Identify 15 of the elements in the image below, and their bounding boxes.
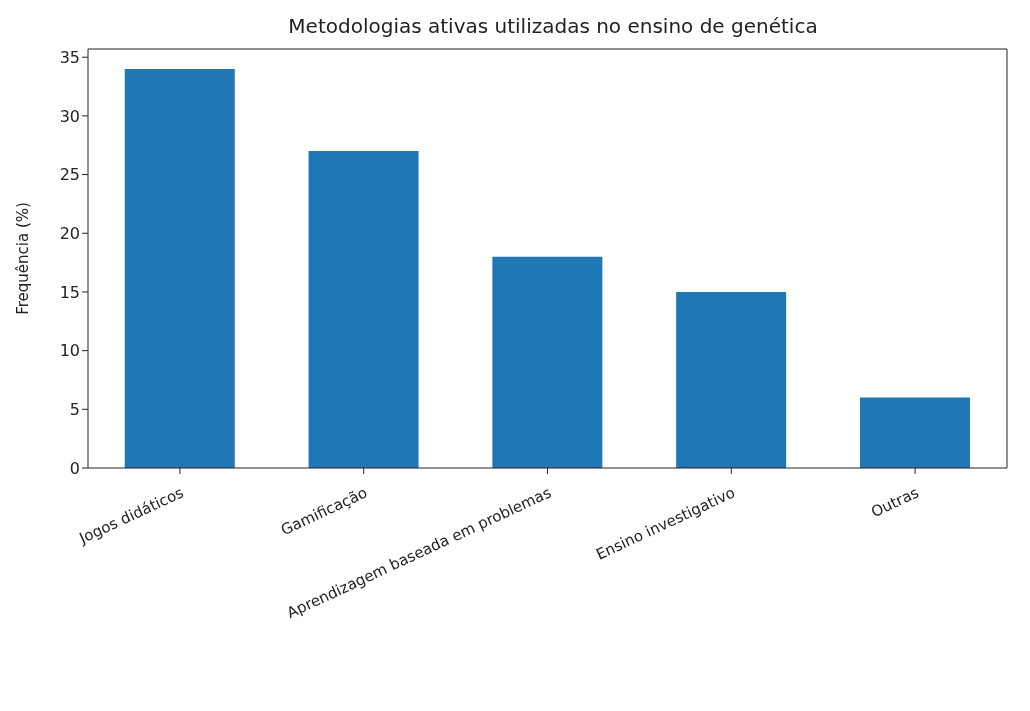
y-tick-label: 30 — [59, 106, 80, 126]
y-tick-label: 15 — [59, 282, 80, 302]
chart-title: Metodologias ativas utilizadas no ensino de genética — [287, 14, 819, 38]
bar — [859, 397, 970, 468]
bar — [124, 68, 235, 468]
y-tick-label: 20 — [59, 223, 80, 243]
bar — [308, 151, 419, 468]
y-tick-label: 0 — [69, 458, 80, 478]
y-tick-label: 25 — [59, 165, 80, 185]
y-tick-label: 35 — [59, 47, 80, 67]
y-axis-title: Frequência (%) — [14, 202, 33, 315]
bar — [492, 256, 603, 468]
y-tick-label: 10 — [59, 341, 80, 361]
y-tick-label: 5 — [69, 400, 80, 419]
bar — [676, 291, 787, 468]
